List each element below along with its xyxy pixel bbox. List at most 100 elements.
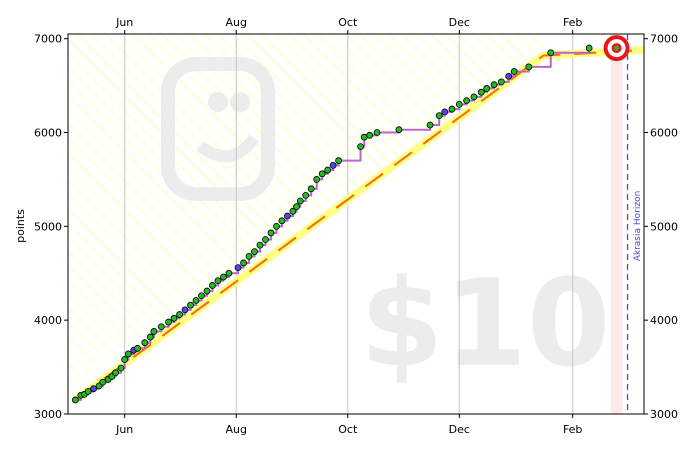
datapoint bbox=[273, 222, 280, 230]
datapoint bbox=[441, 108, 449, 116]
smiley-watermark-icon bbox=[161, 57, 275, 201]
datapoint bbox=[585, 44, 593, 52]
y-tick-label-right: 7000 bbox=[650, 33, 678, 46]
datapoint bbox=[278, 217, 286, 225]
y-tick-label: 7000 bbox=[34, 33, 62, 46]
plot-area: $10 bbox=[68, 34, 644, 414]
datapoint bbox=[289, 207, 297, 215]
datapoint bbox=[366, 131, 374, 139]
datapoint bbox=[157, 323, 165, 331]
y-tick-label: 6000 bbox=[34, 127, 62, 140]
x-tick-label: Jun bbox=[115, 423, 133, 436]
datapoint bbox=[124, 350, 132, 358]
datapoint bbox=[435, 112, 443, 120]
datapoint bbox=[165, 318, 172, 326]
datapoint bbox=[170, 314, 178, 322]
datapoint bbox=[262, 236, 269, 243]
x-tick-label-top: Oct bbox=[338, 16, 358, 29]
datapoint bbox=[245, 252, 253, 260]
datapoint bbox=[490, 81, 498, 89]
datapoint bbox=[214, 277, 222, 285]
datapoint bbox=[373, 129, 381, 136]
datapoint bbox=[470, 93, 478, 101]
akrasia-label: Akrasia Horizon bbox=[633, 191, 643, 262]
datapoint bbox=[187, 301, 194, 309]
hatch-fill bbox=[68, 34, 544, 386]
x-tick-label: Dec bbox=[449, 423, 470, 436]
datapoint bbox=[117, 364, 125, 372]
watermark: $10 bbox=[161, 57, 611, 394]
datapoint bbox=[448, 105, 456, 113]
goal-marker bbox=[603, 34, 630, 414]
datapoint bbox=[318, 170, 326, 178]
datapoint bbox=[84, 388, 92, 395]
plot-frame bbox=[67, 33, 645, 415]
datapoint bbox=[256, 241, 264, 249]
datapoint bbox=[284, 212, 291, 220]
datapoint bbox=[329, 161, 337, 169]
datapoint bbox=[220, 273, 227, 281]
datapoint bbox=[525, 63, 533, 71]
datapoint bbox=[477, 88, 485, 96]
datapoint bbox=[134, 344, 141, 352]
datapoint bbox=[90, 385, 97, 393]
datapoint bbox=[234, 264, 242, 272]
y-tick-label: 5000 bbox=[34, 220, 62, 233]
datapoint bbox=[141, 339, 149, 347]
datapoint bbox=[99, 378, 107, 386]
x-tick-label: Oct bbox=[338, 423, 358, 436]
x-tick-label-top: Feb bbox=[563, 16, 582, 29]
goal-center bbox=[614, 45, 620, 51]
x-tick-label-top: Aug bbox=[225, 16, 246, 29]
datapoint bbox=[505, 72, 513, 80]
datapoint bbox=[313, 176, 321, 183]
y-tick-label: 4000 bbox=[34, 314, 62, 327]
y-axis-title: points bbox=[14, 209, 27, 243]
x-tick-label-top: Jun bbox=[115, 16, 133, 29]
goal-column bbox=[610, 34, 623, 414]
grid bbox=[124, 34, 574, 414]
datapoint bbox=[198, 292, 205, 300]
datapoint bbox=[192, 297, 200, 304]
datapoint bbox=[302, 191, 310, 199]
datapoint bbox=[497, 78, 505, 86]
datapoint bbox=[307, 185, 315, 193]
datapoint bbox=[324, 166, 332, 174]
datapoint bbox=[335, 157, 343, 165]
pledge-watermark: $10 bbox=[360, 255, 611, 394]
y-tick-label-right: 3000 bbox=[650, 408, 678, 421]
datapoint bbox=[112, 369, 119, 377]
y-tick-label-right: 5000 bbox=[650, 220, 678, 233]
datapoint bbox=[240, 259, 247, 267]
datapoint bbox=[181, 306, 189, 314]
datapoint bbox=[463, 97, 471, 105]
datapoint bbox=[426, 121, 434, 129]
y-tick-label-right: 6000 bbox=[650, 127, 678, 140]
x-tick-label-top: Dec bbox=[449, 16, 470, 29]
hatched-region bbox=[68, 34, 544, 386]
datapoint bbox=[176, 311, 183, 318]
datapoint bbox=[121, 356, 129, 363]
datapoint bbox=[146, 333, 154, 341]
datapoints bbox=[71, 44, 593, 404]
datapoint bbox=[483, 85, 491, 92]
y-tick-label-right: 4000 bbox=[650, 314, 678, 327]
x-tick-label: Aug bbox=[225, 423, 246, 436]
datapoint bbox=[150, 328, 158, 335]
datapoint bbox=[455, 100, 463, 108]
datapoint bbox=[510, 68, 518, 75]
datapoint bbox=[357, 143, 364, 150]
datapoint bbox=[293, 203, 300, 211]
datapoint bbox=[296, 197, 304, 205]
datapoint bbox=[547, 49, 555, 57]
datapoint bbox=[251, 248, 258, 256]
x-tick-label: Feb bbox=[563, 423, 582, 436]
y-tick-label: 3000 bbox=[34, 408, 62, 421]
datapoint bbox=[225, 269, 233, 277]
datapoint bbox=[209, 282, 216, 289]
datapoint bbox=[203, 287, 211, 295]
datapoint bbox=[395, 126, 403, 134]
datapoint bbox=[71, 396, 79, 404]
axes: Jun Jun Aug Aug Oct Oct Dec Dec Feb Feb 3000 3000 40… bbox=[34, 16, 678, 436]
